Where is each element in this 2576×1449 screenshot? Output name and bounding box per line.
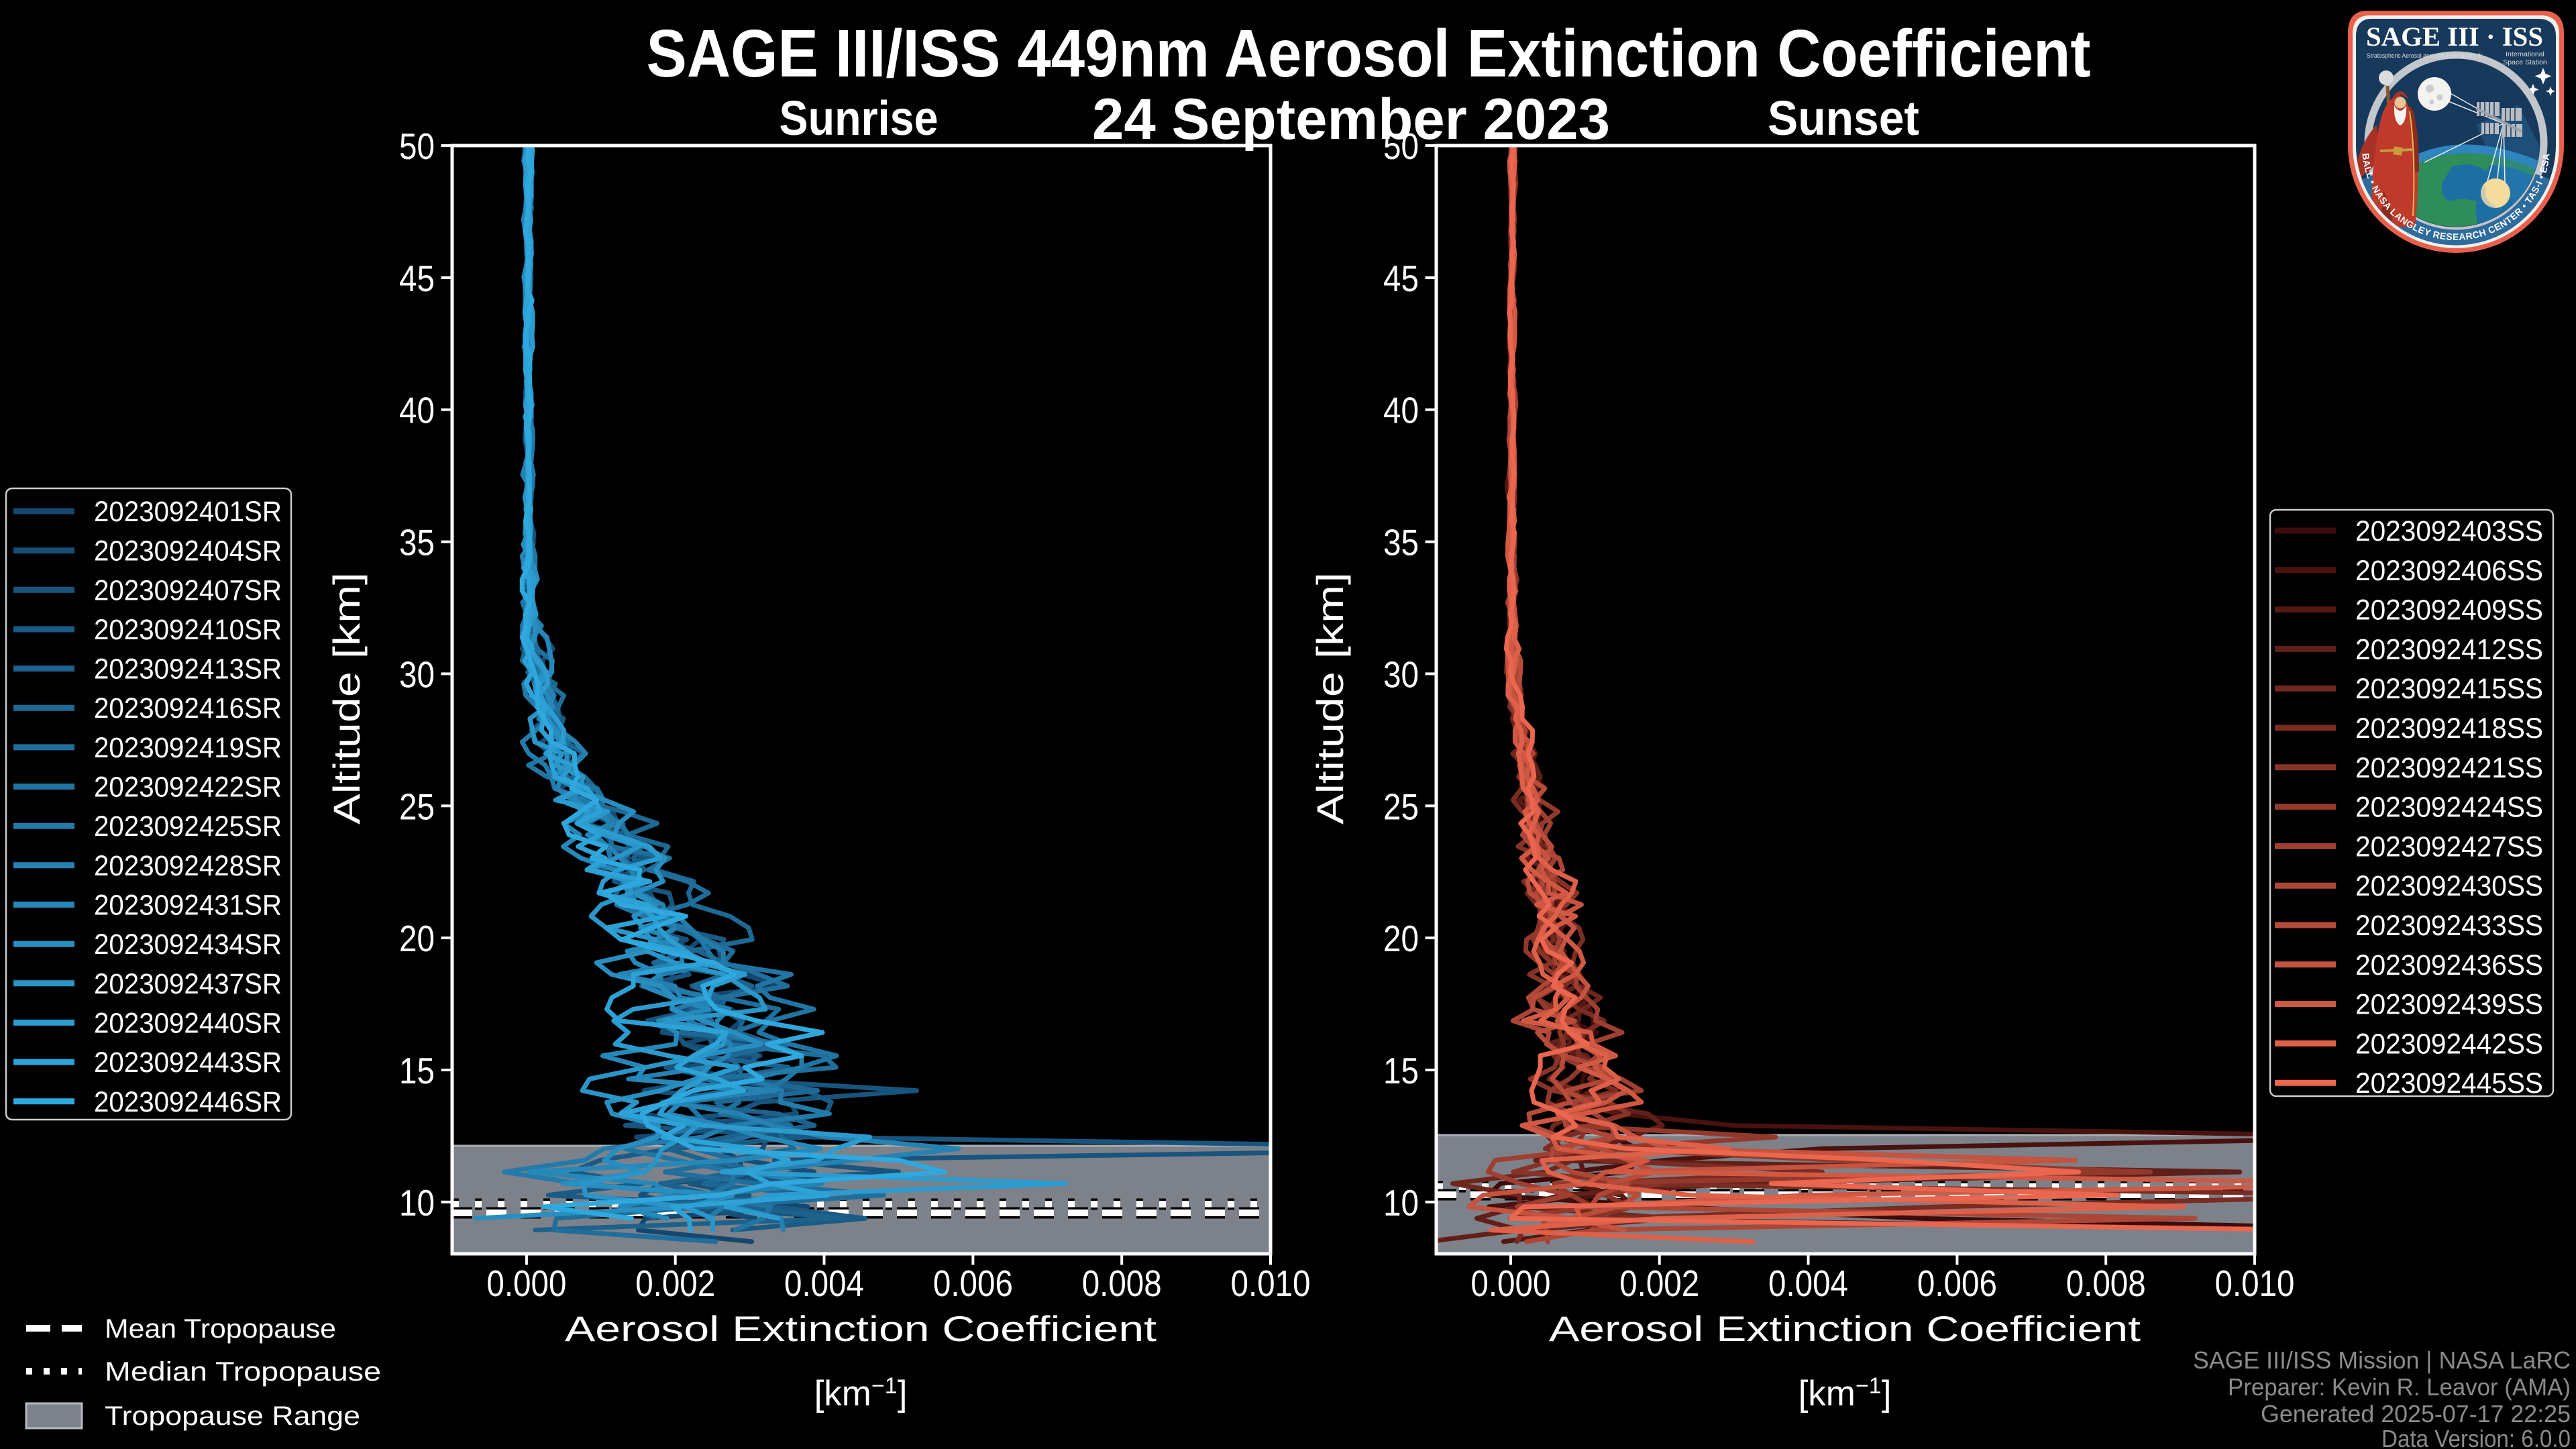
svg-text:40: 40	[399, 390, 435, 431]
svg-text:SAGE III/ISS 449nm Aerosol Ext: SAGE III/ISS 449nm Aerosol Extinction Co…	[647, 16, 2091, 91]
svg-text:Stratospheric Aerosol and Gas: Stratospheric Aerosol and Gas Experiment…	[2367, 52, 2482, 60]
svg-text:2023092424SS: 2023092424SS	[2355, 792, 2543, 824]
svg-text:Aerosol Extinction Coefficient: Aerosol Extinction Coefficient	[1549, 1309, 2141, 1349]
svg-text:Median Tropopause: Median Tropopause	[105, 1357, 381, 1387]
svg-text:30: 30	[399, 653, 435, 695]
svg-text:Data Version: 6.0.0: Data Version: 6.0.0	[2381, 1425, 2571, 1449]
svg-text:0.006: 0.006	[1917, 1263, 1997, 1304]
svg-text:24 September 2023: 24 September 2023	[1092, 87, 1610, 152]
svg-text:2023092419SR: 2023092419SR	[94, 732, 282, 764]
svg-text:0.008: 0.008	[2066, 1263, 2146, 1304]
svg-text:2023092446SR: 2023092446SR	[94, 1086, 282, 1118]
svg-text:2023092439SS: 2023092439SS	[2355, 989, 2543, 1021]
svg-text:Altitude [km]: Altitude [km]	[325, 572, 368, 824]
svg-text:2023092404SR: 2023092404SR	[94, 535, 282, 568]
svg-text:2023092436SS: 2023092436SS	[2355, 949, 2543, 981]
svg-text:2023092427SS: 2023092427SS	[2355, 830, 2543, 863]
svg-text:40: 40	[1383, 390, 1419, 431]
svg-text:Space Station: Space Station	[2503, 58, 2547, 66]
svg-text:2023092443SR: 2023092443SR	[94, 1046, 282, 1079]
svg-text:0.010: 0.010	[2215, 1263, 2295, 1304]
svg-text:Sunset: Sunset	[1768, 92, 1919, 146]
svg-text:Altitude [km]: Altitude [km]	[1309, 572, 1351, 824]
svg-text:10: 10	[1383, 1182, 1419, 1224]
svg-text:2023092433SS: 2023092433SS	[2355, 910, 2543, 942]
svg-text:2023092421SS: 2023092421SS	[2355, 752, 2543, 784]
svg-text:Sunrise: Sunrise	[780, 92, 938, 146]
svg-text:2023092407SR: 2023092407SR	[94, 574, 282, 606]
svg-text:International: International	[2506, 50, 2544, 58]
svg-text:0.004: 0.004	[784, 1263, 864, 1304]
svg-text:2023092410SR: 2023092410SR	[94, 614, 282, 646]
svg-text:20: 20	[1383, 918, 1419, 959]
svg-text:SAGE III/ISS Mission | NASA La: SAGE III/ISS Mission | NASA LaRC	[2193, 1346, 2571, 1374]
svg-text:2023092418SS: 2023092418SS	[2355, 712, 2543, 745]
svg-text:45: 45	[399, 258, 435, 299]
svg-text:0.008: 0.008	[1082, 1263, 1162, 1304]
svg-text:Tropopause Range: Tropopause Range	[105, 1401, 360, 1431]
svg-text:2023092434SR: 2023092434SR	[94, 928, 282, 961]
svg-text:2023092413SR: 2023092413SR	[94, 653, 282, 686]
svg-text:SAGE III · ISS: SAGE III · ISS	[2366, 21, 2543, 52]
svg-text:2023092445SS: 2023092445SS	[2355, 1067, 2543, 1099]
svg-text:2023092431SR: 2023092431SR	[94, 890, 282, 922]
svg-text:2023092430SS: 2023092430SS	[2355, 870, 2543, 902]
svg-text:2023092422SR: 2023092422SR	[94, 771, 282, 804]
svg-text:0.010: 0.010	[1231, 1263, 1311, 1304]
svg-text:30: 30	[1383, 653, 1419, 695]
svg-text:0.004: 0.004	[1768, 1263, 1848, 1304]
svg-text:0.002: 0.002	[635, 1263, 715, 1304]
svg-text:2023092403SS: 2023092403SS	[2355, 515, 2543, 547]
svg-text:50: 50	[1383, 125, 1419, 167]
svg-text:2023092437SR: 2023092437SR	[94, 968, 282, 1000]
svg-text:15: 15	[1383, 1050, 1419, 1091]
svg-text:15: 15	[399, 1050, 435, 1091]
svg-text:2023092406SS: 2023092406SS	[2355, 555, 2543, 587]
svg-text:25: 25	[1383, 786, 1419, 827]
svg-text:2023092401SR: 2023092401SR	[94, 496, 282, 528]
svg-text:0.006: 0.006	[933, 1263, 1013, 1304]
svg-text:Mean Tropopause: Mean Tropopause	[105, 1314, 336, 1344]
svg-text:0.000: 0.000	[486, 1263, 566, 1304]
svg-text:2023092428SR: 2023092428SR	[94, 850, 282, 882]
svg-text:35: 35	[399, 522, 435, 564]
svg-text:2023092415SS: 2023092415SS	[2355, 673, 2543, 705]
svg-text:2023092409SS: 2023092409SS	[2355, 594, 2543, 627]
svg-text:45: 45	[1383, 258, 1419, 299]
svg-text:20: 20	[399, 918, 435, 959]
svg-text:2023092442SS: 2023092442SS	[2355, 1028, 2543, 1060]
svg-text:0.000: 0.000	[1470, 1263, 1550, 1304]
svg-text:Generated 2025-07-17 22:25: Generated 2025-07-17 22:25	[2261, 1400, 2571, 1428]
svg-text:25: 25	[399, 786, 435, 827]
svg-text:0.002: 0.002	[1619, 1263, 1699, 1304]
svg-text:2023092412SS: 2023092412SS	[2355, 633, 2543, 665]
svg-text:50: 50	[399, 125, 435, 167]
svg-text:35: 35	[1383, 522, 1419, 564]
svg-text:Preparer: Kevin R. Leavor (AMA: Preparer: Kevin R. Leavor (AMA)	[2228, 1373, 2571, 1401]
svg-text:2023092416SR: 2023092416SR	[94, 692, 282, 724]
svg-text:Aerosol Extinction Coefficient: Aerosol Extinction Coefficient	[565, 1309, 1157, 1349]
svg-text:2023092440SR: 2023092440SR	[94, 1007, 282, 1039]
svg-text:2023092425SR: 2023092425SR	[94, 810, 282, 843]
svg-text:10: 10	[399, 1182, 435, 1224]
